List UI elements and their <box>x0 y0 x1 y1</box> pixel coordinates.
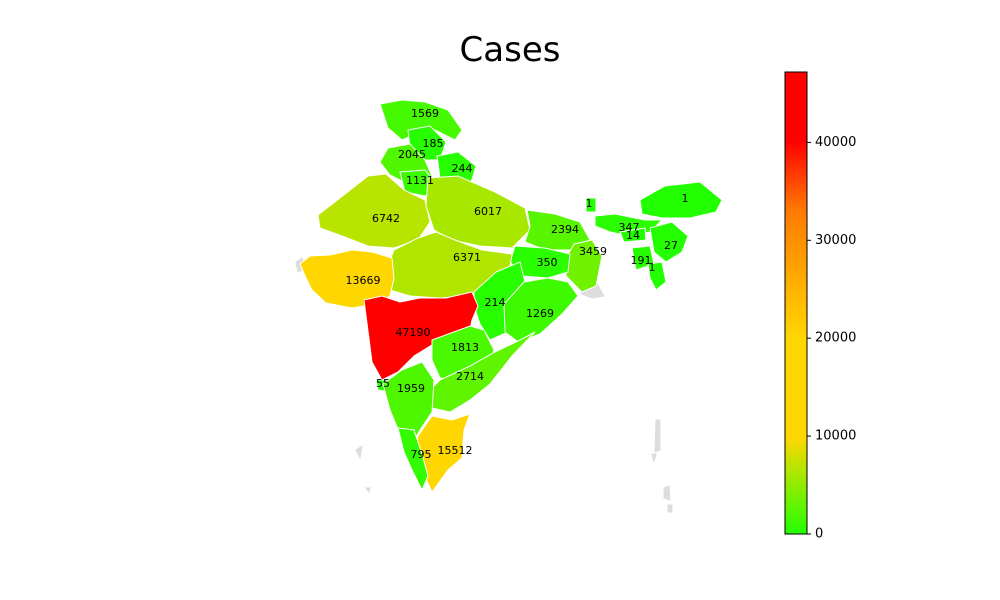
region-shape <box>379 99 463 141</box>
region-shape <box>503 277 579 343</box>
colorbar: 0 10000 20000 30000 40000 <box>784 71 856 542</box>
region-value-label: 347 <box>619 221 640 234</box>
region-value-label: 55 <box>376 377 390 390</box>
region-shape <box>397 427 429 492</box>
region-value-label: 350 <box>537 256 558 269</box>
region-value-label: 47190 <box>396 326 431 339</box>
region-value-label: 185 <box>423 137 444 150</box>
region-value-label: 191 <box>631 254 652 267</box>
region-value-label: 6742 <box>372 212 400 225</box>
colorbar-tick-label: 40000 <box>815 135 856 150</box>
unlabeled-territory <box>651 453 657 463</box>
region-value-label: 1 <box>649 261 656 274</box>
region-shape <box>647 261 667 291</box>
region-value-label: 15512 <box>438 444 473 457</box>
region-shape <box>317 173 431 249</box>
region-value-label: 6371 <box>453 251 481 264</box>
region-value-label: 1 <box>682 192 689 205</box>
region-value-label: 214 <box>485 296 506 309</box>
region-value-label: 2045 <box>398 148 426 161</box>
region-value-label: 6017 <box>474 205 502 218</box>
region-value-label: 2394 <box>551 223 579 236</box>
region-shapes <box>295 99 723 513</box>
region-shape <box>585 197 597 213</box>
colorbar-scale <box>784 71 808 535</box>
region-value-label: 244 <box>452 162 473 175</box>
region-shape <box>363 291 479 381</box>
region-value-label: 1959 <box>397 382 425 395</box>
region-value-label: 795 <box>411 448 432 461</box>
region-value-label: 27 <box>664 239 678 252</box>
map-title: Cases <box>459 30 561 70</box>
region-value-label: 1131 <box>406 174 434 187</box>
region-value-label: 3459 <box>579 245 607 258</box>
region-value-label: 1 <box>586 197 593 210</box>
region-value-label: 1569 <box>411 107 439 120</box>
colorbar-tick-label: 0 <box>815 527 823 542</box>
region-value-label: 13669 <box>346 274 381 287</box>
region-value-label: 1813 <box>451 341 479 354</box>
colorbar-tick-label: 30000 <box>815 233 856 248</box>
unlabeled-territory <box>663 485 671 501</box>
unlabeled-territory <box>355 444 363 460</box>
unlabeled-territory <box>667 504 673 513</box>
region-value-label: 14 <box>626 229 640 242</box>
colorbar-ticks: 0 10000 20000 30000 40000 <box>807 135 856 542</box>
region-shape <box>649 221 689 263</box>
region-value-label: 2714 <box>456 370 484 383</box>
colorbar-tick-label: 10000 <box>815 429 856 444</box>
region-shape <box>619 227 647 243</box>
region-shape <box>639 181 723 219</box>
region-shape <box>425 175 531 249</box>
unlabeled-territory <box>365 487 371 494</box>
colorbar-tick-label: 20000 <box>815 331 856 346</box>
region-value-label: 1269 <box>526 307 554 320</box>
unlabeled-territory <box>654 419 661 453</box>
region-shape <box>382 361 435 445</box>
region-shape <box>509 245 571 279</box>
region-shape <box>299 249 395 309</box>
